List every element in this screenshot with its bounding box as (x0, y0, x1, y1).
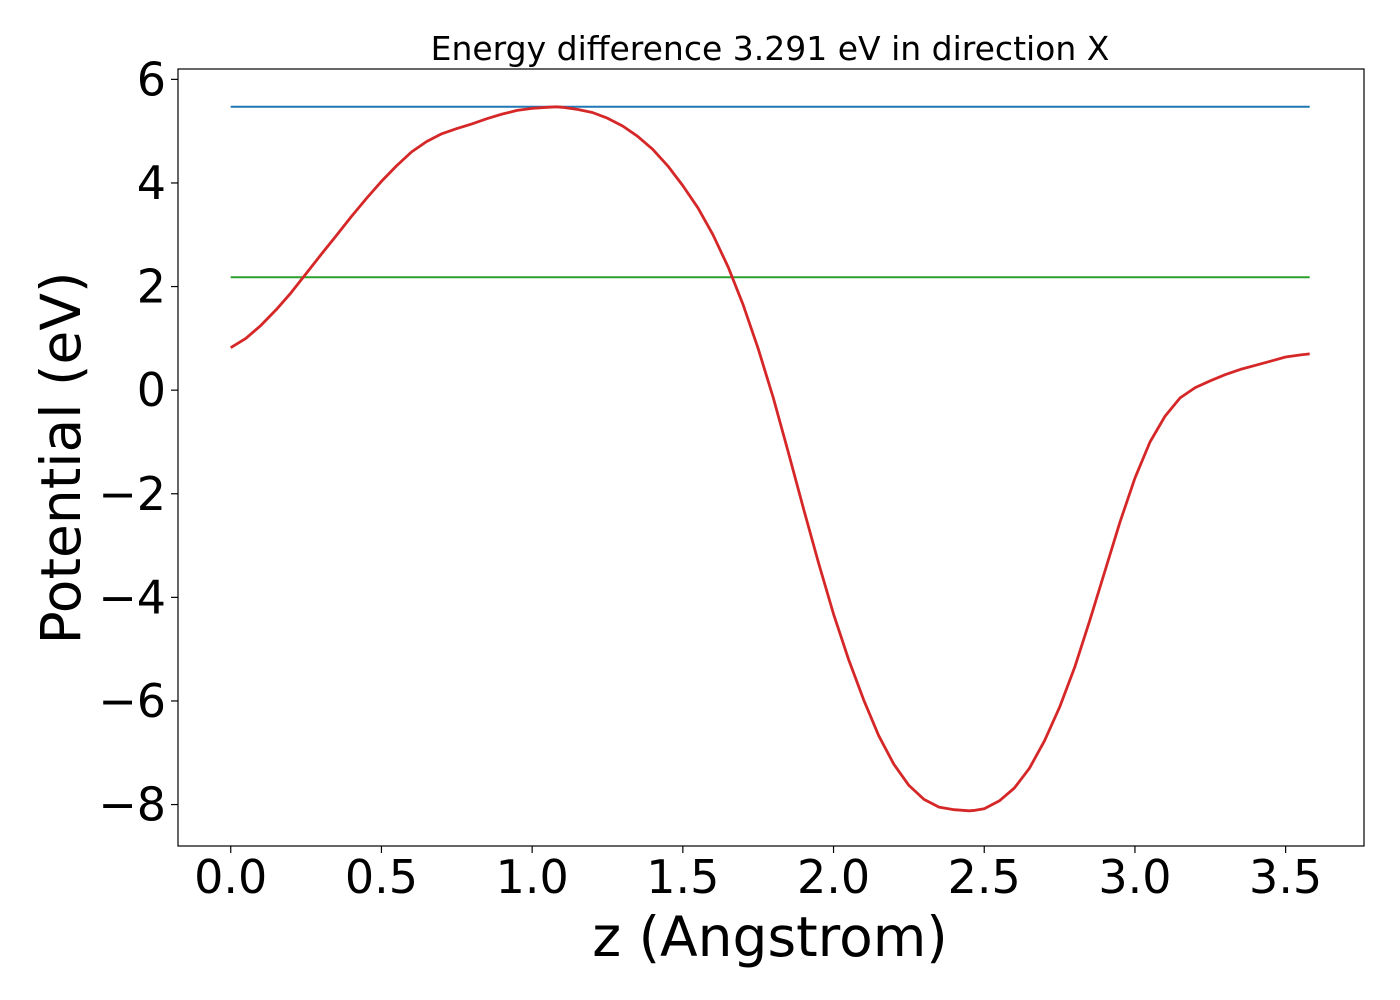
x-tick-label: 0.5 (345, 850, 418, 904)
x-tick-label: 2.5 (948, 850, 1021, 904)
y-tick-label: 4 (137, 156, 166, 210)
x-tick-label: 2.0 (797, 850, 870, 904)
x-tick-label: 0.0 (194, 850, 267, 904)
y-tick-label: −6 (98, 674, 166, 728)
y-tick-label: 6 (137, 52, 166, 106)
y-tick-label: −2 (98, 467, 166, 521)
x-axis: 0.0 0.5 1.0 1.5 2.0 2.5 3.0 3.5 (194, 846, 1322, 904)
x-tick-label: 3.5 (1249, 850, 1322, 904)
y-axis-label: Potential (eV) (29, 272, 93, 645)
series-layer (229, 105, 1310, 813)
plot-area (177, 68, 1365, 847)
y-tick-label: −4 (98, 570, 166, 624)
x-tick-label: 1.0 (496, 850, 569, 904)
y-tick-label: 2 (137, 260, 166, 314)
y-tick-label: −8 (98, 778, 166, 832)
y-tick-label: 0 (137, 363, 166, 417)
plot-frame (177, 68, 1365, 847)
x-axis-label: z (Angstrom) (592, 905, 948, 969)
chart-title: Energy difference 3.291 eV in direction … (431, 29, 1110, 68)
x-tick-label: 1.5 (646, 850, 719, 904)
x-tick-label: 3.0 (1098, 850, 1171, 904)
potential-curve-line (229, 105, 1310, 813)
y-axis: 6 4 2 0 −2 −4 −6 −8 (98, 52, 178, 832)
